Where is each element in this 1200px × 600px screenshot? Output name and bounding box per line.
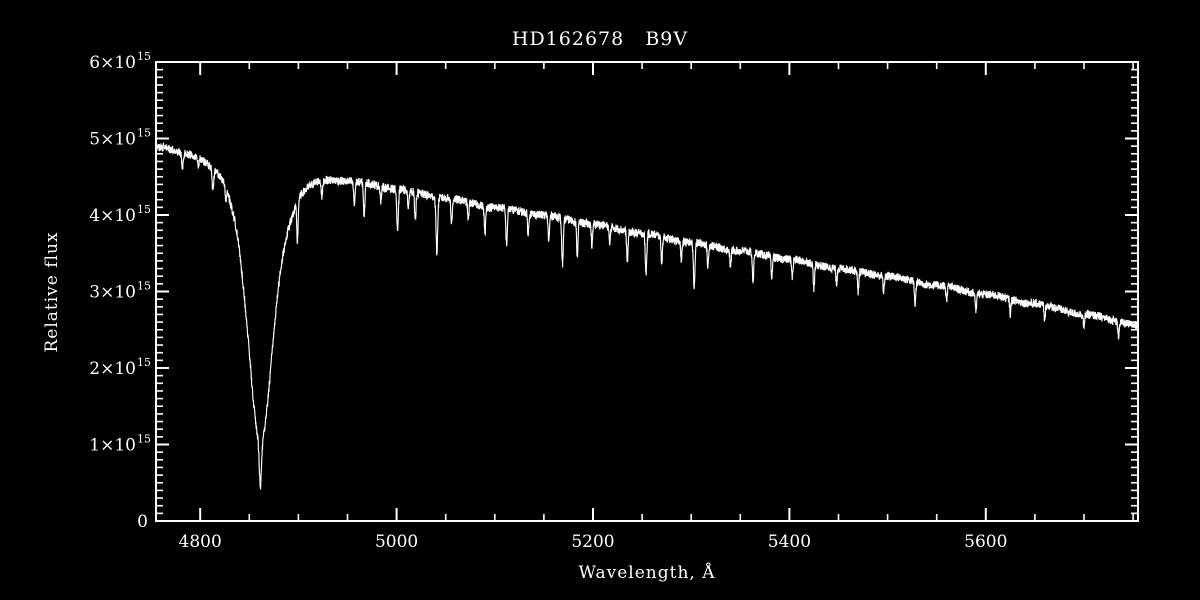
spectrum-data-line bbox=[155, 142, 1139, 490]
page-title: HD162678 B9V bbox=[511, 28, 689, 50]
y-axis-tick-exponent: 15 bbox=[137, 50, 151, 63]
x-axis-tick-labels: 4800 5000 5200 5400 5600 bbox=[179, 532, 1008, 552]
y-axis-title: Relative flux bbox=[42, 231, 62, 352]
y-axis-tick-exponent: 15 bbox=[137, 280, 151, 293]
y-axis-tick-label: 5×10 bbox=[89, 130, 136, 150]
axis-tick-marks bbox=[156, 61, 1138, 522]
y-axis-tick-label: 6×10 bbox=[89, 53, 136, 73]
y-axis-tick-label: 1×10 bbox=[89, 436, 136, 456]
y-axis-tick-label: 0 bbox=[137, 512, 148, 532]
x-axis-title: Wavelength, Å bbox=[579, 562, 716, 583]
y-axis-tick-label: 3×10 bbox=[89, 283, 136, 303]
x-axis-tick-label: 4800 bbox=[179, 532, 222, 552]
y-axis-tick-exponent: 15 bbox=[137, 127, 151, 140]
x-axis-tick-label: 5400 bbox=[768, 532, 811, 552]
y-axis-tick-exponent: 15 bbox=[137, 433, 151, 446]
y-axis-tick-exponent: 15 bbox=[137, 203, 151, 216]
x-axis-tick-label: 5200 bbox=[571, 532, 614, 552]
y-axis-tick-labels: 01×10 152×10 153×10 154×10 155×10 156×10 15 bbox=[89, 50, 151, 532]
y-axis-tick-exponent: 15 bbox=[137, 356, 151, 369]
y-axis-tick-label: 2×10 bbox=[89, 359, 136, 379]
y-axis-tick-label: 4×10 bbox=[89, 206, 136, 226]
x-axis-tick-label: 5600 bbox=[964, 532, 1007, 552]
plot-frame bbox=[155, 61, 1139, 522]
x-axis-tick-label: 5000 bbox=[375, 532, 418, 552]
